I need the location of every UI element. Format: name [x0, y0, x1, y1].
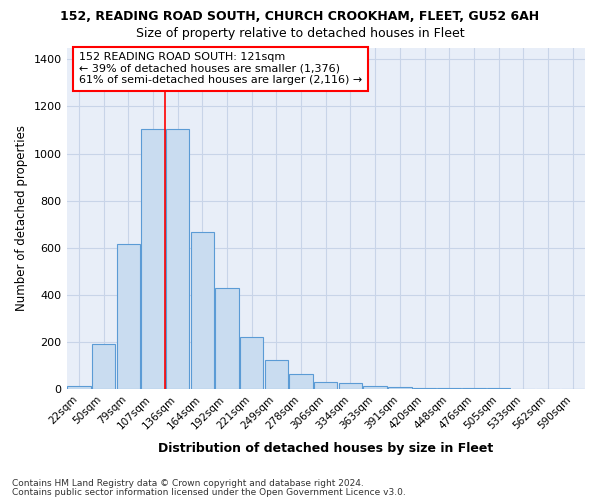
X-axis label: Distribution of detached houses by size in Fleet: Distribution of detached houses by size … — [158, 442, 493, 455]
Text: 152, READING ROAD SOUTH, CHURCH CROOKHAM, FLEET, GU52 6AH: 152, READING ROAD SOUTH, CHURCH CROOKHAM… — [61, 10, 539, 23]
Bar — [487, 388, 511, 389]
Bar — [191, 232, 214, 389]
Bar — [388, 388, 412, 389]
Bar — [141, 129, 164, 389]
Bar — [166, 129, 190, 389]
Bar — [462, 388, 485, 389]
Y-axis label: Number of detached properties: Number of detached properties — [15, 126, 28, 312]
Bar — [240, 338, 263, 389]
Bar — [92, 344, 115, 389]
Bar — [265, 360, 288, 389]
Text: 152 READING ROAD SOUTH: 121sqm
← 39% of detached houses are smaller (1,376)
61% : 152 READING ROAD SOUTH: 121sqm ← 39% of … — [79, 52, 362, 86]
Bar — [67, 386, 91, 389]
Bar — [413, 388, 436, 389]
Bar — [215, 288, 239, 389]
Bar — [116, 244, 140, 389]
Bar — [339, 384, 362, 389]
Text: Size of property relative to detached houses in Fleet: Size of property relative to detached ho… — [136, 28, 464, 40]
Text: Contains public sector information licensed under the Open Government Licence v3: Contains public sector information licen… — [12, 488, 406, 497]
Bar — [314, 382, 337, 389]
Bar — [437, 388, 461, 389]
Bar — [289, 374, 313, 389]
Text: Contains HM Land Registry data © Crown copyright and database right 2024.: Contains HM Land Registry data © Crown c… — [12, 479, 364, 488]
Bar — [364, 386, 387, 389]
